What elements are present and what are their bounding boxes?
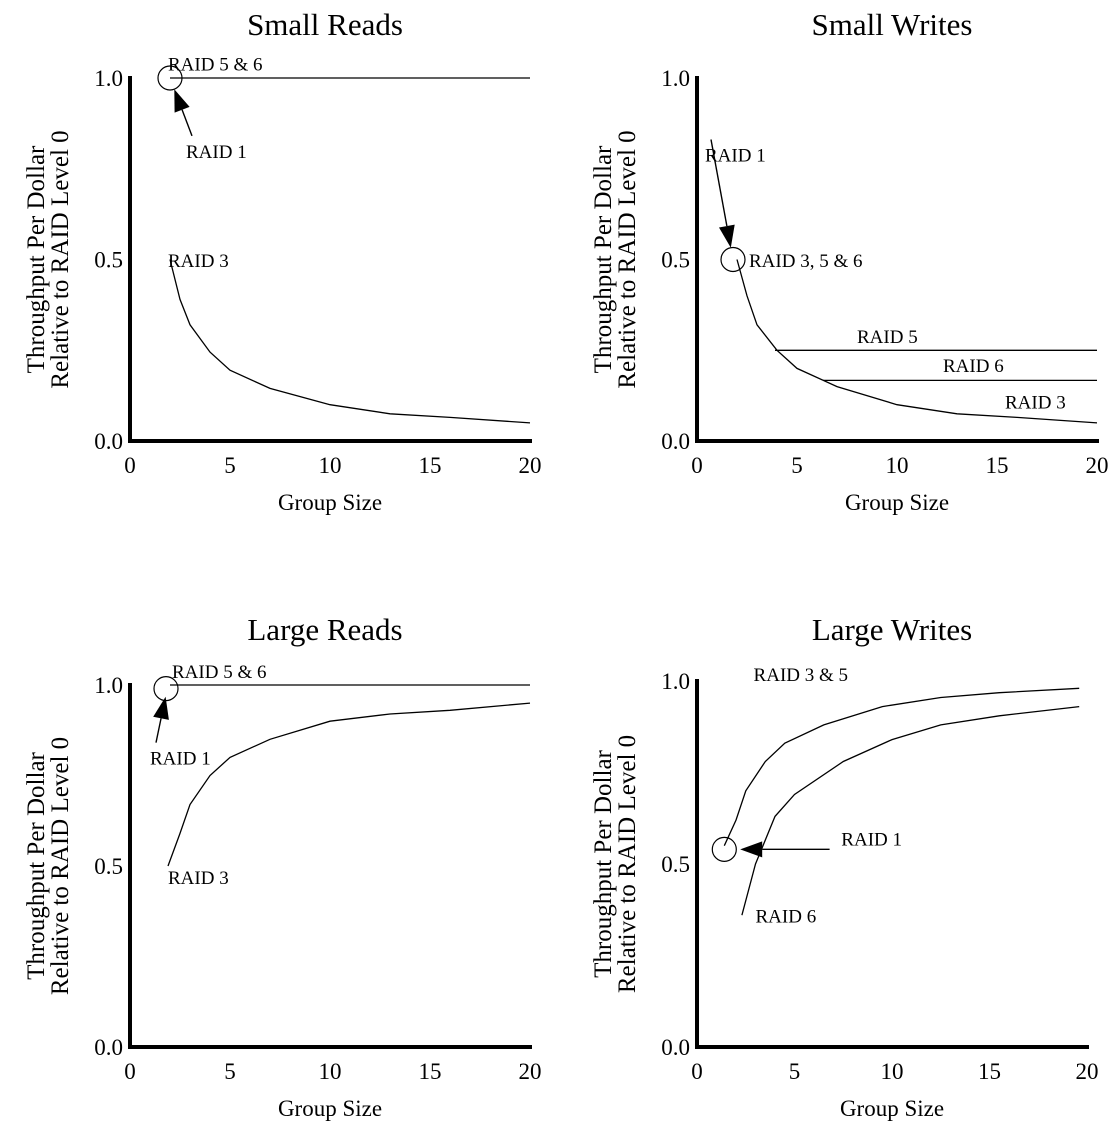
y-axis-label-line: Throughput Per Dollar [590,749,617,977]
x-tick-label: 5 [224,453,236,478]
x-tick-label: 20 [519,1059,542,1084]
x-tick-label: 20 [1086,453,1109,478]
arrow-head [740,841,763,858]
annotation-raid-1: RAID 1 [705,145,766,166]
y-tick-label: 0.5 [94,248,123,273]
x-tick-label: 0 [691,1059,703,1084]
y-tick-label: 0.5 [661,852,690,877]
chart-panel-large-writes: Large Writes Throughput Per DollarRelativ… [590,612,1099,1121]
annotation-raid-6: RAID 6 [943,356,1004,377]
y-tick-label: 1.0 [94,66,123,91]
annotation-raid-1: RAID 1 [186,142,247,163]
x-tick-label: 15 [986,453,1009,478]
chart-title: Small Writes [812,7,973,42]
chart-panel-large-reads: Large Reads Throughput Per DollarRelative… [23,612,542,1121]
series-line-raid-3-5 [723,687,1080,846]
y-tick-label: 0.5 [94,854,123,879]
highlight-circle-marker [157,65,183,91]
annotation-raid-1: RAID 1 [841,830,902,851]
annotation-raid-5: RAID 5 [857,327,918,348]
x-tick-label: 5 [789,1059,801,1084]
x-axis-label: Group Size [840,1096,944,1121]
y-tick-label: 1.0 [94,673,123,698]
x-tick-label: 10 [881,1059,904,1084]
x-tick-label: 20 [1076,1059,1099,1084]
chart-panel-small-writes: Small Writes Throughput Per DollarRelativ… [590,7,1109,515]
y-axis-label: Throughput Per DollarRelative to RAID Le… [590,735,641,993]
y-tick-label: 0.0 [661,1035,690,1060]
y-axis-label-line: Throughput Per Dollar [23,751,50,979]
annotation-raid-3: RAID 3 [168,868,229,889]
x-tick-label: 15 [419,1059,442,1084]
x-tick-label: 10 [886,453,909,478]
annotation-raid-5-6: RAID 5 & 6 [168,55,262,76]
highlight-circle-marker [711,836,737,862]
arrow-head [174,89,190,113]
annotation-raid-6: RAID 6 [756,907,817,928]
y-axis-label-line: Throughput Per Dollar [590,145,617,373]
chart-title: Large Writes [812,612,972,647]
x-tick-label: 15 [419,453,442,478]
annotation-raid-3-5-6: RAID 3, 5 & 6 [749,251,862,272]
y-axis-label-line: Relative to RAID Level 0 [47,737,74,995]
series-line-raid-3 [736,259,1098,424]
annotation-raid-3: RAID 3 [168,251,229,272]
x-tick-label: 5 [791,453,803,478]
annotation-raid-3: RAID 3 [1005,392,1066,413]
annotation-raid-5-6: RAID 5 & 6 [172,662,266,683]
chart-panel-small-reads: Small Reads Throughput Per DollarRelative… [23,7,542,515]
arrow-head [153,696,169,720]
y-axis-label-line: Relative to RAID Level 0 [614,130,641,388]
x-tick-label: 15 [978,1059,1001,1084]
annotation-raid-1: RAID 1 [150,749,211,770]
y-axis-label-line: Throughput Per Dollar [23,145,50,373]
x-tick-label: 0 [124,1059,136,1084]
series-line-raid-6 [741,705,1080,916]
x-tick-label: 20 [519,453,542,478]
arrow-shaft [710,139,728,227]
y-tick-label: 1.0 [661,669,690,694]
y-axis-label: Throughput Per DollarRelative to RAID Le… [590,130,641,388]
y-tick-label: 1.0 [661,66,690,91]
arrow-head [719,224,735,248]
y-axis-label-line: Relative to RAID Level 0 [47,130,74,388]
x-tick-label: 0 [691,453,703,478]
series-line-raid-3 [167,702,531,867]
highlight-circle-marker [720,246,746,273]
x-tick-label: 5 [224,1059,236,1084]
y-tick-label: 0.0 [94,429,123,454]
x-axis-label: Group Size [278,1096,382,1121]
x-tick-label: 0 [124,453,136,478]
y-axis-label: Throughput Per DollarRelative to RAID Le… [23,737,74,995]
y-axis-label-line: Relative to RAID Level 0 [614,735,641,993]
x-axis-label: Group Size [278,490,382,515]
y-tick-label: 0.5 [661,248,690,273]
chart-title: Large Reads [247,612,402,647]
y-tick-label: 0.0 [94,1035,123,1060]
annotation-raid-3-5: RAID 3 & 5 [754,665,848,686]
arrow-shaft [181,109,193,137]
y-tick-label: 0.0 [661,429,690,454]
x-tick-label: 10 [319,453,342,478]
arrow-shaft [155,718,162,743]
y-axis-label: Throughput Per DollarRelative to RAID Le… [23,130,74,388]
x-axis-label: Group Size [845,490,949,515]
series-line-raid-3 [169,259,531,424]
chart-title: Small Reads [247,7,403,42]
x-tick-label: 10 [319,1059,342,1084]
